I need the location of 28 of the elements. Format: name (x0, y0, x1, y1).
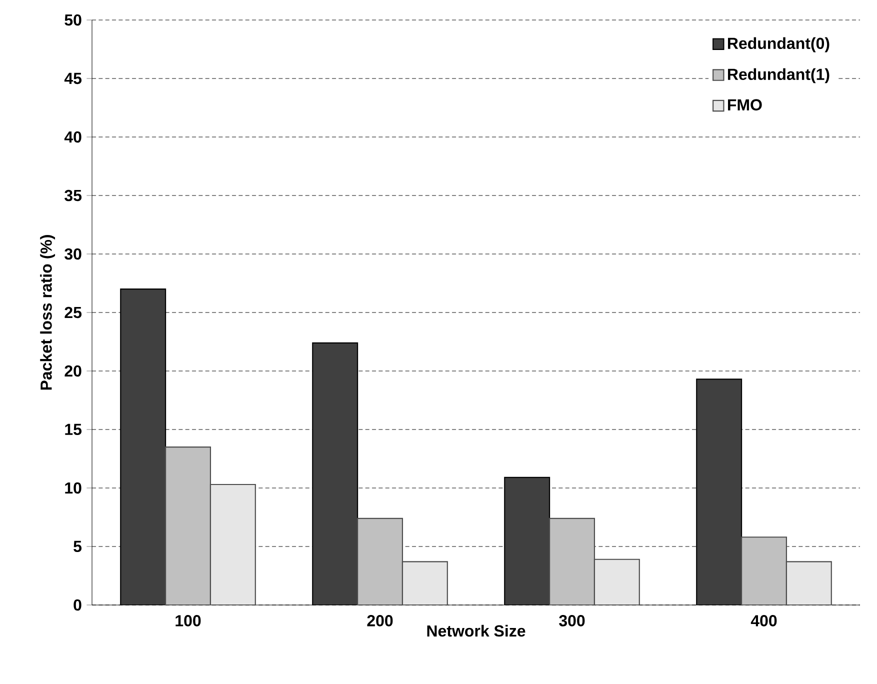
y-tick-label: 10 (65, 482, 82, 494)
bar (165, 446, 212, 605)
bar (210, 484, 256, 605)
legend-label: Redundant(1) (728, 68, 830, 84)
x-tick-label: 300 (559, 615, 585, 626)
y-axis-title: Packet loss ratio (%) (40, 235, 56, 390)
x-tick-label: 200 (367, 615, 393, 626)
y-tick-label: 5 (74, 540, 82, 552)
bar (786, 561, 832, 605)
y-tick-label: 0 (74, 599, 82, 611)
y-tick-label: 15 (65, 424, 82, 436)
legend-label: Redundant(0) (728, 37, 830, 52)
y-tick-label: 50 (64, 14, 82, 26)
x-tick-label: 400 (750, 615, 777, 626)
bar (594, 558, 640, 605)
y-tick-label: 30 (64, 248, 82, 260)
bar (402, 561, 448, 605)
y-tick-label: 25 (64, 306, 82, 318)
y-tick-label: 35 (64, 190, 82, 202)
bar (357, 518, 404, 605)
legend-label: FMO (728, 99, 762, 110)
bar (549, 518, 595, 605)
x-axis-title: Network Size (427, 624, 526, 637)
y-tick-label: 40 (64, 131, 82, 143)
x-tick-label: 100 (176, 615, 201, 626)
y-tick-label: 45 (64, 72, 82, 84)
bar (741, 536, 787, 605)
y-tick-label: 20 (64, 365, 82, 377)
